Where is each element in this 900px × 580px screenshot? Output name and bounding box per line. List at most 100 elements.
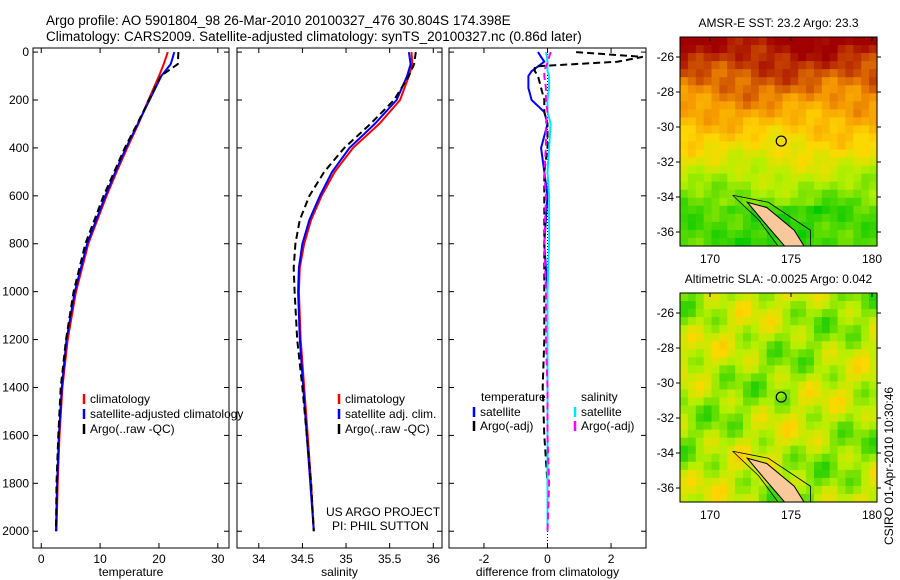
map-cell [743,301,752,310]
map-cell [695,37,705,46]
map-cell [821,77,831,86]
map-cell [711,429,720,439]
map-cell [813,397,823,407]
map-cell [837,109,847,118]
map-cell [869,101,878,110]
map-cell [687,45,697,54]
map-cell [743,69,752,78]
map-cell [711,53,720,62]
map-cell [790,61,799,70]
map-cell [806,165,815,175]
map-cell [845,141,854,151]
map-cell [680,77,689,86]
map-cell [695,133,705,143]
map-cell [703,437,713,447]
map-cell [774,373,784,383]
map-cell [766,197,776,207]
map-cell [869,373,878,383]
legend-label: satellite [480,405,521,419]
map-cell [711,405,720,415]
map-cell [703,333,713,342]
map-cell [845,117,854,127]
map-cell [861,429,870,439]
map-cell [758,381,768,391]
map-cell [727,365,736,374]
map-cell [735,149,744,159]
map-cell [774,125,784,135]
x-tick-label: 20 [152,552,166,566]
map-cell [727,37,736,46]
map-cell [687,237,697,247]
map-cell [821,69,831,78]
map-cell [750,453,760,463]
map-cell [774,165,784,175]
map-cell [813,317,823,326]
map-cell [837,469,847,479]
map-cell [798,165,807,175]
map-cell [869,117,878,127]
map-cell [743,357,752,366]
map-cell [703,53,713,62]
map-cell [845,493,854,503]
map-cell [750,133,760,143]
map-cell [806,85,815,94]
map-cell [703,405,713,415]
map-cell [821,149,831,159]
map-cell [703,477,713,487]
map-cell [821,205,831,215]
map-cell [727,485,736,495]
map-cell [853,229,862,239]
map-cell [758,421,768,431]
map-cell [806,221,815,231]
map-cell [821,101,831,110]
map-cell [798,341,807,350]
y-tick-label: 1200 [2,333,29,347]
map-cell [813,181,823,191]
map-cell [861,493,870,503]
map-cell [766,317,776,326]
map-cell [711,37,720,46]
map-cell [758,197,768,207]
map-cell [758,309,768,318]
map-cell [758,301,768,310]
map-cell [813,373,823,383]
map-cell [743,373,752,383]
map-cell [813,469,823,479]
map-cell [829,357,839,366]
map-cell [813,365,823,374]
map-cell [735,317,744,326]
map-cell [743,125,752,135]
map-cell [845,197,854,207]
map-cell [695,317,705,326]
map-cell [790,213,799,223]
map-cell [719,221,728,231]
map-cell [869,61,878,70]
map-cell [869,205,878,215]
map-cell [790,373,799,383]
map-cell [680,309,689,318]
map-cell [695,45,705,54]
map-cell [743,189,752,199]
map-cell [782,317,791,326]
map-cell [861,461,870,471]
map-cell [798,469,807,479]
map-cell [782,173,791,183]
map-cell [727,373,736,383]
map-cell [798,133,807,143]
map-cell [719,125,728,135]
map-cell [790,437,799,447]
map-cell [774,437,784,447]
map-cell [695,389,705,399]
map-y-tick-label: -34 [657,190,675,204]
map-cell [735,469,744,479]
map-cell [695,469,705,479]
map-cell [813,357,823,366]
map-cell [680,493,689,503]
map-cell [695,293,705,302]
map-cell [829,349,839,358]
map-cell [758,37,768,46]
map-cell [798,389,807,399]
map-cell [869,405,878,415]
map-cell [798,181,807,191]
map-cell [735,421,744,431]
